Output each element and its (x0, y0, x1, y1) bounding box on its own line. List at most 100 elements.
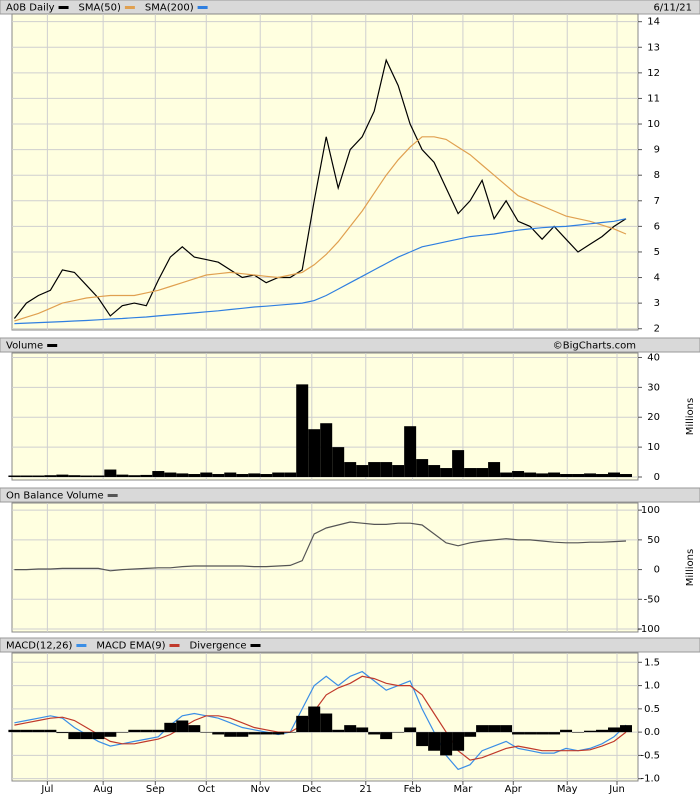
bar (140, 474, 153, 478)
bar (80, 732, 93, 740)
bar (392, 465, 405, 478)
bar (260, 732, 273, 735)
y-tick-label: 0.0 (644, 727, 660, 738)
bar (392, 732, 405, 733)
y-tick-label: 100 (641, 505, 660, 516)
bar (8, 729, 21, 733)
bar (68, 475, 81, 478)
bar (440, 732, 453, 756)
bar (524, 472, 537, 478)
bar (356, 465, 369, 478)
bar (464, 468, 477, 478)
bar (608, 727, 621, 733)
date-label: 6/11/21 (653, 3, 692, 14)
bar (488, 725, 501, 733)
bar (32, 729, 45, 733)
bar (428, 732, 441, 751)
y-axis-label: Millions (685, 398, 696, 435)
bar (524, 732, 537, 735)
legend-label: A0B Daily (6, 3, 55, 14)
bar (92, 732, 105, 740)
bar (464, 732, 477, 737)
bar (152, 471, 165, 478)
bar (200, 472, 213, 478)
bar (284, 472, 297, 478)
y-axis-label: Millions (685, 549, 696, 586)
bar (440, 468, 453, 478)
bar (56, 474, 69, 478)
y-tick-label: -1.0 (640, 774, 660, 785)
y-tick-label: 14 (647, 17, 660, 28)
legend-label: MACD(12,26) (6, 641, 73, 652)
bar (20, 475, 33, 478)
bar (596, 729, 609, 733)
bar (152, 729, 165, 733)
bar (212, 732, 225, 735)
bar (296, 715, 309, 733)
y-tick-label: 11 (647, 93, 660, 104)
y-tick-label: 10 (647, 119, 660, 130)
series-line (14, 670, 627, 771)
bar (620, 474, 633, 478)
x-tick-label: Jul (40, 784, 53, 795)
y-tick-label: 12 (647, 68, 660, 79)
y-tick-label: 1.5 (644, 657, 660, 668)
y-tick-label: 8 (654, 170, 660, 181)
y-tick-label: 6 (654, 221, 660, 232)
bar (344, 462, 357, 478)
bar (536, 473, 549, 478)
bar (368, 732, 381, 735)
bar (512, 732, 525, 735)
bar (44, 729, 57, 733)
bar (560, 729, 573, 733)
bar (416, 459, 429, 478)
x-tick-label: May (557, 784, 578, 795)
x-tick-label: 21 (359, 784, 372, 795)
panel-header (0, 337, 700, 353)
series-line (13, 58, 627, 319)
annotation: ©BigCharts.com (553, 341, 636, 352)
bar (200, 732, 213, 733)
bar (500, 472, 513, 478)
y-tick-label: 4 (654, 273, 660, 284)
bar (452, 450, 465, 478)
y-tick-label: 13 (647, 42, 660, 53)
plot-area (11, 13, 639, 331)
y-tick-label: 0 (654, 565, 660, 576)
x-tick-label: Oct (198, 784, 215, 795)
bar (188, 474, 201, 478)
bar (560, 474, 573, 478)
bar (8, 475, 21, 478)
bar (380, 732, 393, 740)
bar (236, 474, 249, 478)
panel-header (0, 487, 700, 503)
bar (404, 727, 417, 733)
bar (92, 475, 105, 478)
bar (176, 473, 189, 478)
bar (284, 732, 297, 733)
legend-label: Divergence (190, 641, 247, 652)
bar (548, 472, 561, 478)
bar (584, 730, 597, 733)
y-tick-label: 5 (654, 247, 660, 258)
y-tick-label: 9 (654, 145, 660, 156)
y-tick-label: -0.5 (640, 750, 660, 761)
bar (272, 472, 285, 478)
bar (212, 474, 225, 478)
y-tick-label: 10 (647, 442, 660, 453)
bar (500, 725, 513, 733)
bar (476, 725, 489, 733)
bar (104, 732, 117, 737)
x-tick-label: Jun (608, 784, 625, 795)
y-tick-label: 40 (647, 352, 660, 363)
bar (368, 462, 381, 478)
x-tick-label: Sep (146, 784, 165, 795)
bar (188, 725, 201, 733)
bar (164, 722, 177, 733)
y-tick-label: 0 (654, 472, 660, 483)
bar (248, 473, 261, 478)
bar (356, 727, 369, 733)
bar (248, 732, 261, 735)
bar (296, 384, 309, 478)
